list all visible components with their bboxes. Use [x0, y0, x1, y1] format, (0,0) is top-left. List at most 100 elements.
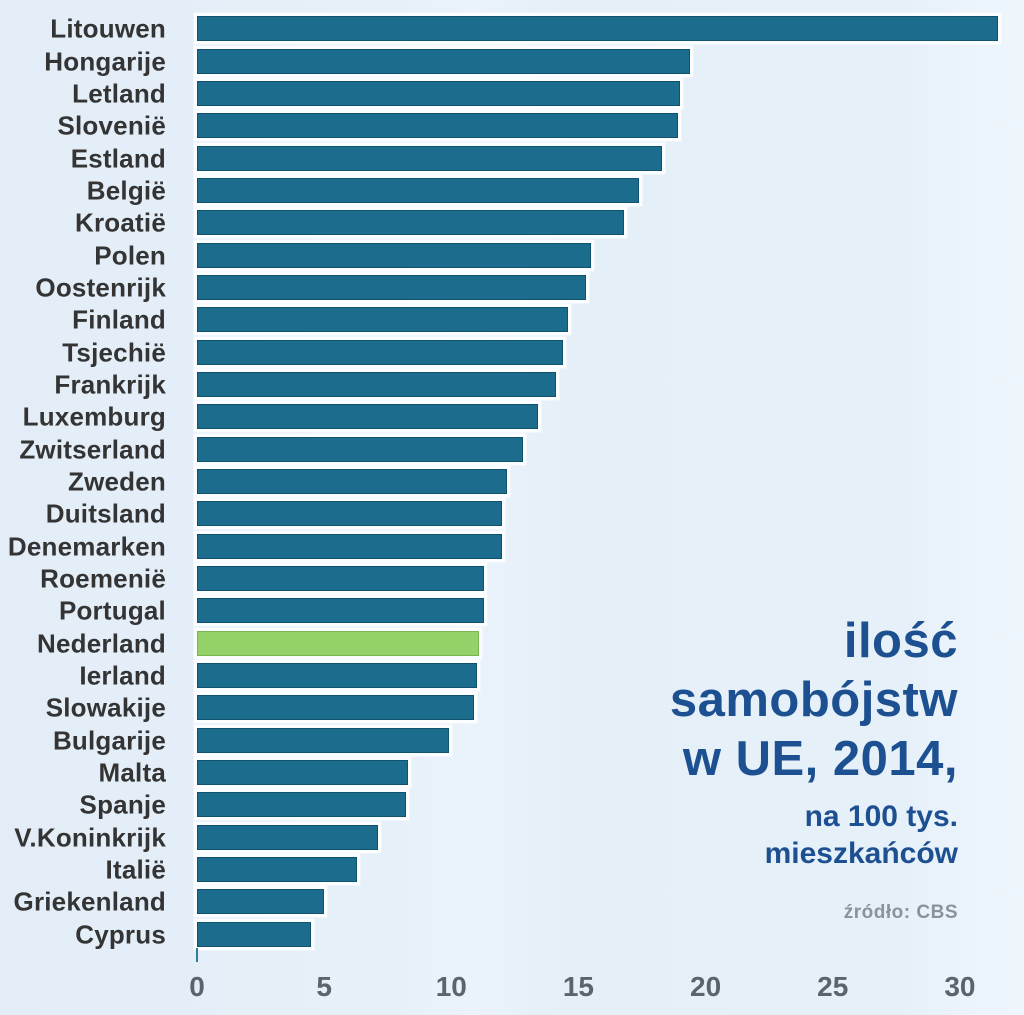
country-label: België [86, 175, 166, 206]
country-label: Cyprus [75, 919, 166, 950]
bar-row: Duitsland [0, 498, 1024, 530]
country-label: Denemarken [7, 531, 166, 562]
bar-row: Hongarije [0, 45, 1024, 77]
bar-row: Luxemburg [0, 401, 1024, 433]
bar-row: Malta [0, 757, 1024, 789]
bar [197, 598, 485, 624]
bar [197, 371, 556, 397]
country-label: Oostenrijk [35, 272, 166, 303]
country-label: Kroatië [75, 207, 166, 238]
bar [197, 16, 999, 42]
bar [197, 274, 587, 300]
country-label: Roemenië [40, 563, 166, 594]
country-label: Griekenland [13, 886, 166, 917]
bar-row: Oostenrijk [0, 272, 1024, 304]
bar [197, 469, 508, 494]
x-axis-tick-label: 25 [817, 971, 849, 1002]
country-label: Malta [98, 757, 166, 788]
bar [197, 307, 569, 333]
country-label: Frankrijk [54, 369, 166, 400]
bar-row: Ierland [0, 660, 1024, 692]
country-label: Zwitserland [19, 434, 166, 465]
bar-row: Finland [0, 304, 1024, 336]
subtitle-line-1: na 100 tys. [804, 800, 958, 833]
country-label: Tsjechië [62, 337, 166, 368]
bar-rows: Litouwen Hongarije Letland Slovenië Estland B… [0, 13, 1024, 951]
country-label: Hongarije [44, 46, 166, 77]
bar [197, 404, 538, 430]
bar [197, 242, 592, 268]
bar [197, 80, 681, 106]
x-axis-tick-label: 20 [690, 971, 722, 1002]
bar [197, 695, 475, 721]
country-label: Luxemburg [22, 401, 166, 432]
bar [197, 857, 358, 883]
bar-row: Tsjechië [0, 336, 1024, 368]
bar-row: Cyprus [0, 919, 1024, 951]
bar [197, 889, 325, 915]
x-axis: 0 5 10 15 20 25 30 [0, 971, 1024, 1007]
bar-row: Kroatië [0, 207, 1024, 239]
chart-title: ilość samobójstw w UE, 2014, [670, 612, 958, 789]
title-line-1: ilość [843, 614, 958, 668]
country-label: V.Koninkrijk [14, 822, 166, 853]
bar-row: Slovenië [0, 110, 1024, 142]
x-axis-tick-label: 5 [316, 971, 332, 1002]
bar [197, 48, 691, 74]
bar-row: Portugal [0, 595, 1024, 627]
country-label: Slovenië [57, 110, 166, 141]
bar-row: Frankrijk [0, 369, 1024, 401]
country-label: Bulgarije [52, 725, 166, 756]
subtitle-line-2: mieszkańców [764, 837, 958, 870]
bar [197, 436, 523, 462]
bar-row: Nederland [0, 628, 1024, 660]
x-axis-tick-label: 10 [435, 971, 467, 1002]
chart-subtitle: na 100 tys. mieszkańców [670, 798, 958, 872]
country-label: Litouwen [50, 13, 166, 44]
x-axis-origin-tick [196, 948, 198, 962]
bar [197, 145, 663, 171]
bar-highlighted [197, 630, 480, 656]
country-label: Zweden [68, 466, 166, 497]
bar [197, 566, 485, 592]
x-axis-tick-label: 15 [562, 971, 595, 1002]
country-label: Nederland [37, 628, 166, 659]
bar-row: Letland [0, 78, 1024, 110]
x-axis-tick-label: 0 [189, 971, 205, 1002]
bar-row: Roemenië [0, 563, 1024, 595]
bar-row: Slowakije [0, 692, 1024, 724]
title-line-3: w UE, 2014, [682, 732, 958, 786]
bar-row: Polen [0, 239, 1024, 271]
bar [197, 760, 409, 786]
bar [197, 501, 503, 527]
bar-row: Italië [0, 854, 1024, 886]
bar-row: Estland [0, 142, 1024, 174]
x-axis-tick-label: 30 [944, 971, 976, 1002]
bar [197, 113, 678, 139]
bar-row: Denemarken [0, 531, 1024, 563]
country-label: Polen [94, 240, 166, 271]
title-line-2: samobójstw [669, 673, 958, 727]
country-label: Estland [70, 143, 166, 174]
bar-row: Zweden [0, 466, 1024, 498]
country-label: Ierland [79, 660, 166, 691]
bar [197, 824, 378, 850]
country-label: Portugal [58, 595, 166, 626]
bar [197, 533, 503, 559]
bar-row: Bulgarije [0, 725, 1024, 757]
source-credit: źródło: CBS [843, 902, 958, 923]
country-label: Italië [105, 854, 166, 885]
bar-row: België [0, 175, 1024, 207]
country-label: Letland [72, 78, 166, 109]
bar-row: V.Koninkrijk [0, 822, 1024, 854]
bar [197, 177, 640, 203]
bar-row: Zwitserland [0, 433, 1024, 465]
bar [197, 727, 449, 753]
country-label: Spanje [79, 789, 166, 820]
bar-row: Spanje [0, 789, 1024, 821]
bar-row: Litouwen [0, 13, 1024, 45]
bar [197, 921, 312, 947]
country-label: Duitsland [45, 498, 166, 529]
bar-row: Griekenland [0, 886, 1024, 918]
